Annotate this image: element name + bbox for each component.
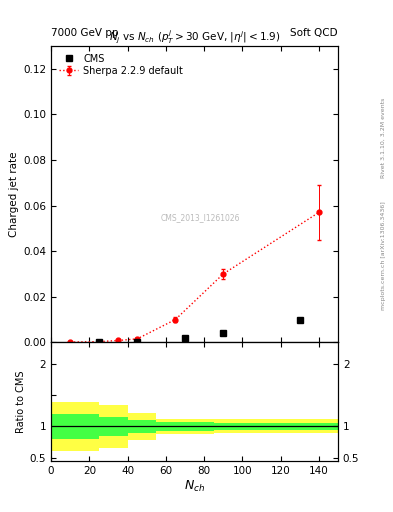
- Text: Soft QCD: Soft QCD: [290, 28, 338, 38]
- CMS: [97, 338, 101, 345]
- X-axis label: $N_{ch}$: $N_{ch}$: [184, 478, 205, 494]
- Y-axis label: Ratio to CMS: Ratio to CMS: [16, 370, 26, 433]
- CMS: [183, 335, 187, 342]
- Legend: CMS, Sherpa 2.2.9 default: CMS, Sherpa 2.2.9 default: [56, 51, 186, 79]
- Text: CMS_2013_I1261026: CMS_2013_I1261026: [160, 214, 240, 222]
- Text: 7000 GeV pp: 7000 GeV pp: [51, 28, 119, 38]
- Y-axis label: Charged jet rate: Charged jet rate: [9, 152, 19, 237]
- CMS: [298, 316, 302, 323]
- CMS: [135, 338, 140, 345]
- CMS: [221, 330, 226, 336]
- Title: $N_j$ vs $N_{ch}$ ($p_T^j$$>$30 GeV, $|\eta^j|$$<$1.9): $N_j$ vs $N_{ch}$ ($p_T^j$$>$30 GeV, $|\…: [109, 28, 280, 46]
- Text: Rivet 3.1.10, 3.2M events: Rivet 3.1.10, 3.2M events: [381, 98, 386, 178]
- Text: mcplots.cern.ch [arXiv:1306.3436]: mcplots.cern.ch [arXiv:1306.3436]: [381, 202, 386, 310]
- Line: CMS: CMS: [96, 316, 303, 345]
